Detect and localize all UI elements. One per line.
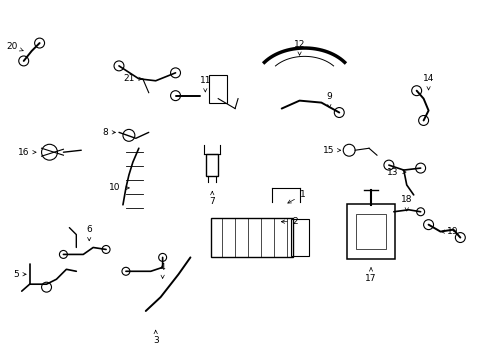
- Text: 19: 19: [441, 227, 458, 236]
- Bar: [211, 218, 293, 257]
- Text: 7: 7: [209, 192, 215, 206]
- Text: 3: 3: [153, 330, 159, 345]
- Bar: [347, 204, 395, 259]
- Text: 15: 15: [322, 146, 341, 155]
- Text: 14: 14: [423, 74, 434, 90]
- Text: 21: 21: [123, 74, 142, 83]
- Text: 2: 2: [281, 217, 298, 226]
- Text: 10: 10: [109, 184, 129, 193]
- Text: 18: 18: [401, 195, 413, 211]
- Bar: [206, 154, 218, 176]
- Bar: [291, 219, 309, 256]
- Text: 11: 11: [199, 76, 211, 92]
- Text: 5: 5: [13, 270, 26, 279]
- Text: 9: 9: [326, 92, 332, 108]
- Text: 16: 16: [18, 148, 36, 157]
- Text: 13: 13: [387, 167, 406, 176]
- Bar: [209, 75, 227, 103]
- Text: 12: 12: [294, 40, 305, 55]
- Text: 20: 20: [6, 41, 23, 51]
- Text: 1: 1: [288, 190, 305, 203]
- Text: 17: 17: [365, 268, 377, 283]
- Text: 6: 6: [86, 225, 92, 241]
- Text: 8: 8: [102, 128, 116, 137]
- Text: 4: 4: [160, 263, 166, 278]
- Bar: [356, 214, 386, 249]
